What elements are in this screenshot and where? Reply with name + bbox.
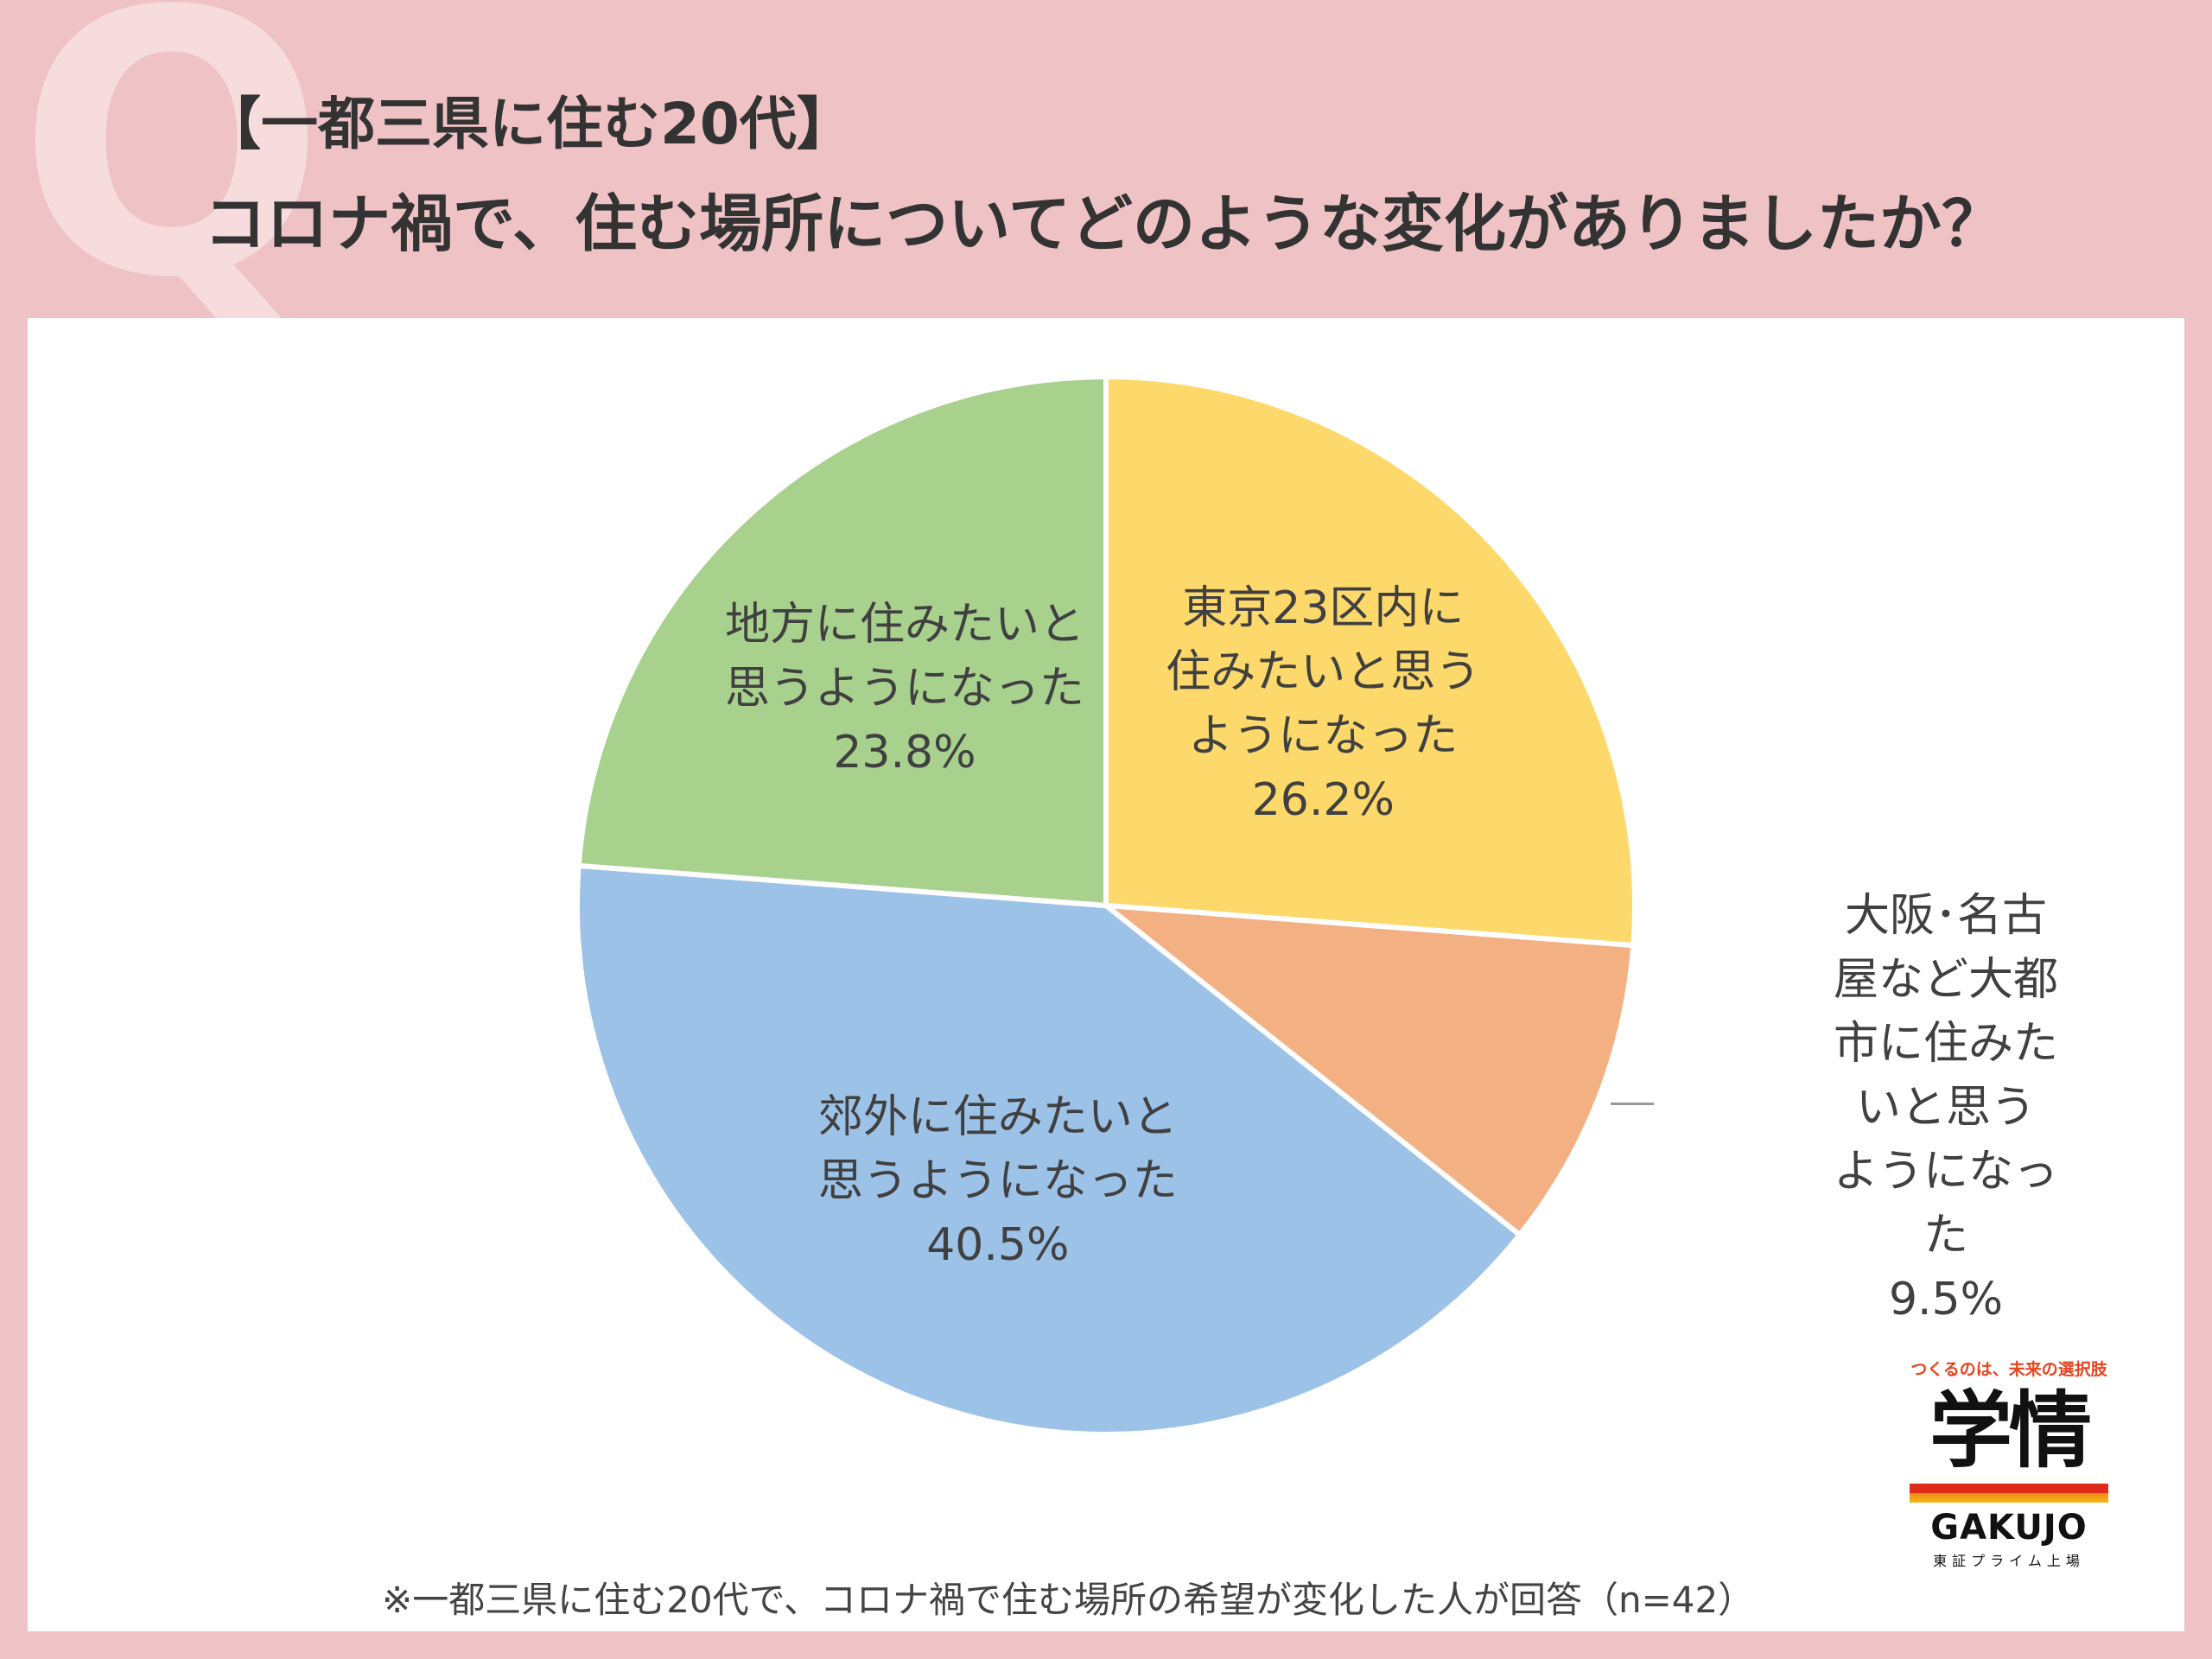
brand-color-bar bbox=[1910, 1484, 2108, 1503]
brand-tagline: つくるのは、未来の選択肢 bbox=[1910, 1360, 2107, 1379]
slice-label-suburbs: 郊外に住みたいと 思うようになった 40.5% bbox=[817, 1091, 1178, 1272]
pie-slice-suburbs bbox=[575, 862, 1524, 1437]
page-title-line-2: コロナ禍で、住む場所についてどのような変化がありましたか？ bbox=[204, 188, 2004, 260]
footnote: ※一都三県に住む20代で、コロナ禍で住む場所の希望が変化した人が回答（n=42） bbox=[382, 1579, 1755, 1621]
slice-label-tokyo23: 東京23区内に 住みたいと思う ようになった 26.2% bbox=[1166, 582, 1481, 826]
pie-slice-rural bbox=[575, 373, 1109, 909]
pie-slice-big-cities bbox=[1097, 902, 1637, 1239]
pie-chart bbox=[575, 373, 1655, 1437]
pie-slices bbox=[575, 373, 1637, 1437]
q-mark: Q bbox=[17, 0, 327, 358]
brand-name-roman: GAKUJO bbox=[1930, 1508, 2088, 1548]
chart-panel: 東京23区内に 住みたいと思う ようになった 26.2% 大阪･名古屋など大都 市… bbox=[28, 318, 2184, 1631]
gakujo-logo: つくるのは、未来の選択肢 学情 GAKUJO 東証プライム上場 bbox=[1894, 1357, 2124, 1581]
brand-listing: 東証プライム上場 bbox=[1933, 1553, 2085, 1569]
slice-label-big-cities: 大阪･名古屋など大都 市に住みたいと思う ようになった 9.5% bbox=[1833, 889, 2058, 1325]
page-title-line-1: 【一都三県に住む20代】 bbox=[204, 91, 854, 157]
brand-name-kanji: 学情 bbox=[1929, 1382, 2092, 1479]
slice-label-rural: 地方に住みたいと 思うようになった 23.8% bbox=[724, 598, 1084, 779]
pie-slice-tokyo23 bbox=[1103, 373, 1637, 949]
